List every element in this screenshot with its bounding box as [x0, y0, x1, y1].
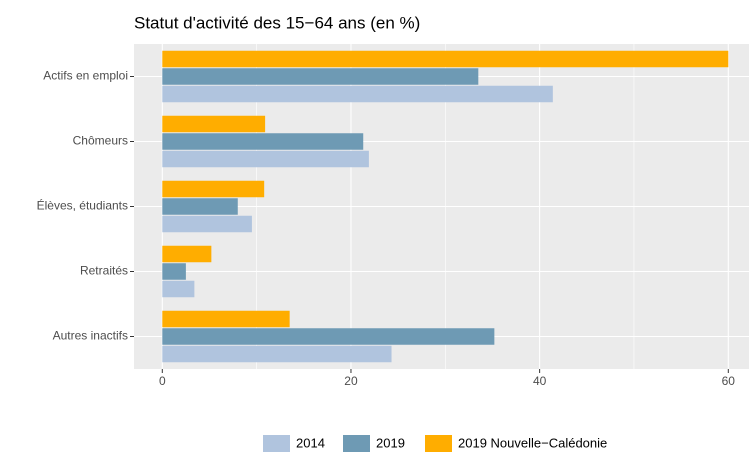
- x-tick-label: 60: [722, 374, 736, 388]
- bar: [162, 133, 364, 150]
- bar: [162, 215, 252, 233]
- bar: [162, 180, 265, 198]
- legend-swatch: [425, 435, 452, 452]
- x-tick-label: 20: [344, 374, 358, 388]
- x-tick-label: 0: [159, 374, 166, 388]
- bar: [162, 50, 729, 68]
- bar: [162, 245, 212, 263]
- bar: [162, 68, 479, 85]
- chart-title: Statut d'activité des 15−64 ans (en %): [134, 13, 420, 32]
- legend-label: 2019 Nouvelle−Calédonie: [458, 435, 607, 450]
- legend-swatch: [263, 435, 290, 452]
- y-tick-label: Actifs en emploi: [43, 69, 128, 83]
- bar: [162, 85, 553, 103]
- bar: [162, 263, 186, 280]
- y-tick-label: Autres inactifs: [53, 329, 128, 343]
- legend-swatch: [343, 435, 370, 452]
- y-tick-label: Élèves, étudiants: [37, 198, 128, 213]
- bar: [162, 310, 290, 328]
- bar: [162, 198, 238, 215]
- y-tick-label: Retraités: [80, 264, 128, 278]
- x-tick-label: 40: [533, 374, 547, 388]
- bar: [162, 115, 266, 133]
- legend-label: 2014: [296, 435, 325, 450]
- bar: [162, 328, 495, 345]
- legend-label: 2019: [376, 435, 405, 450]
- bar: [162, 280, 195, 298]
- bar: [162, 150, 369, 168]
- y-tick-label: Chômeurs: [73, 134, 128, 148]
- bar: [162, 345, 392, 363]
